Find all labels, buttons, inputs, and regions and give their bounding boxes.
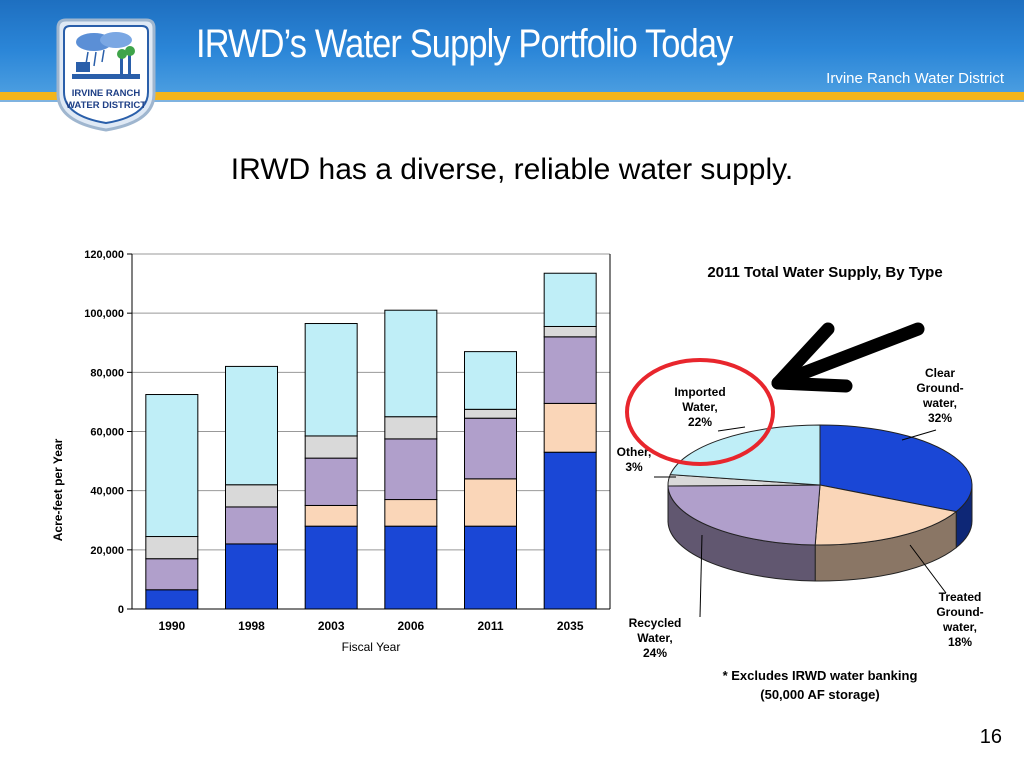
bar-segment bbox=[145, 394, 199, 538]
bar-segment bbox=[225, 506, 278, 545]
header-accent-stripe bbox=[0, 92, 1024, 100]
x-tick-label: 2035 bbox=[557, 619, 584, 633]
x-tick-label: 1998 bbox=[238, 619, 265, 633]
water-supply-bar-chart: 020,00040,00060,00080,000100,000120,000 … bbox=[51, 249, 611, 654]
highlight-circle bbox=[625, 358, 775, 466]
pointer-arrow bbox=[771, 322, 925, 393]
bar-segment bbox=[543, 336, 597, 404]
bar-segment bbox=[464, 417, 517, 480]
y-tick-label: 100,000 bbox=[84, 308, 124, 320]
bar-chart-y-axis-label: Acre-feet per Year bbox=[51, 438, 65, 541]
irwd-logo: IRVINE RANCH WATER DISTRICT bbox=[56, 18, 156, 132]
bar-segment bbox=[384, 309, 438, 418]
bar-segment bbox=[464, 351, 517, 410]
organization-name: Irvine Ranch Water District bbox=[826, 70, 1004, 87]
bar-segment bbox=[464, 525, 517, 610]
pie-chart-leader-lines bbox=[654, 426, 947, 618]
bar-segment bbox=[543, 402, 597, 453]
pie-slice-label: Imported Water, 22% bbox=[674, 385, 725, 429]
pie-leader-line bbox=[901, 429, 937, 441]
bar-segment bbox=[464, 478, 517, 527]
pie-slice bbox=[819, 424, 973, 513]
bar-segment bbox=[384, 499, 438, 527]
pie-slice bbox=[667, 484, 821, 546]
pie-chart-3d-sides bbox=[667, 484, 973, 582]
pie-slice-label: Treated Ground-water, 18% bbox=[936, 590, 983, 649]
bar-segment bbox=[304, 435, 358, 459]
footnote-line1: * Excludes IRWD water banking bbox=[722, 668, 918, 683]
pie-leader-line bbox=[699, 534, 703, 618]
bar-chart-x-axis-label: Fiscal Year bbox=[342, 640, 401, 654]
y-tick-label: 40,000 bbox=[90, 486, 124, 498]
bar-segment bbox=[145, 536, 199, 560]
pie-slice-label: Clear Ground-water, 32% bbox=[916, 366, 963, 425]
x-tick-label: 1990 bbox=[158, 619, 185, 633]
bar-segment bbox=[304, 457, 358, 506]
bar-chart-y-tick-labels: 0 20,000 40,000 60,000 80,000 100,000 120,000 bbox=[84, 249, 124, 616]
bar-segment bbox=[464, 408, 517, 419]
bar-segment bbox=[304, 525, 358, 610]
logo-text-line1: IRVINE RANCH bbox=[72, 88, 141, 99]
y-tick-label: 120,000 bbox=[84, 249, 124, 261]
bar-segment bbox=[304, 323, 358, 437]
bar-chart-bars bbox=[145, 272, 597, 610]
x-tick-label: 2003 bbox=[318, 619, 345, 633]
logo-text-line2: WATER DISTRICT bbox=[66, 100, 146, 111]
slide-subtitle: IRWD has a diverse, reliable water suppl… bbox=[230, 153, 794, 186]
x-tick-label: 2006 bbox=[397, 619, 424, 633]
pie-leader-line bbox=[909, 544, 947, 594]
bar-segment bbox=[384, 525, 438, 610]
bar-segment bbox=[543, 272, 597, 327]
pie-chart-title: 2011 Total Water Supply, By Type bbox=[707, 264, 942, 281]
bar-segment bbox=[543, 451, 597, 610]
bar-segment bbox=[225, 484, 278, 508]
bar-segment bbox=[225, 543, 278, 610]
footnote-line2: (50,000 AF storage) bbox=[760, 687, 880, 702]
y-tick-label: 80,000 bbox=[90, 367, 124, 379]
pie-chart-slice-labels: Clear Ground-water, 32% Treated Ground-water… bbox=[617, 366, 984, 660]
bar-segment bbox=[145, 589, 199, 610]
page-number: 16 bbox=[979, 726, 1002, 748]
bar-segment bbox=[304, 504, 358, 527]
header-divider-line bbox=[0, 100, 1024, 102]
footnote: * Excludes IRWD water banking (50,000 AF… bbox=[690, 666, 950, 704]
bar-segment bbox=[384, 416, 438, 440]
y-tick-label: 20,000 bbox=[90, 545, 124, 557]
pie-leader-line bbox=[717, 426, 746, 432]
bar-segment bbox=[384, 438, 438, 501]
bar-segment bbox=[145, 558, 199, 591]
pie-slice bbox=[814, 484, 958, 546]
y-tick-label: 0 bbox=[118, 604, 124, 616]
bar-chart-x-tick-labels: 1990 1998 2003 2006 2011 2035 bbox=[158, 619, 583, 633]
pie-slice-label: Other, 3% bbox=[617, 445, 652, 474]
slide-title: IRWD’s Water Supply Portfolio Today bbox=[196, 22, 733, 66]
x-tick-label: 2011 bbox=[477, 619, 503, 633]
bar-chart-gridlines bbox=[127, 253, 611, 610]
bar-segment bbox=[543, 325, 597, 338]
pie-chart-slices bbox=[667, 424, 973, 546]
water-supply-pie-chart: 2011 Total Water Supply, By Type Clear Gr… bbox=[617, 264, 984, 660]
pie-slice-label: Recycled Water, 24% bbox=[629, 616, 682, 660]
bar-segment bbox=[225, 365, 278, 486]
y-tick-label: 60,000 bbox=[90, 427, 124, 439]
header-banner bbox=[0, 0, 1024, 92]
